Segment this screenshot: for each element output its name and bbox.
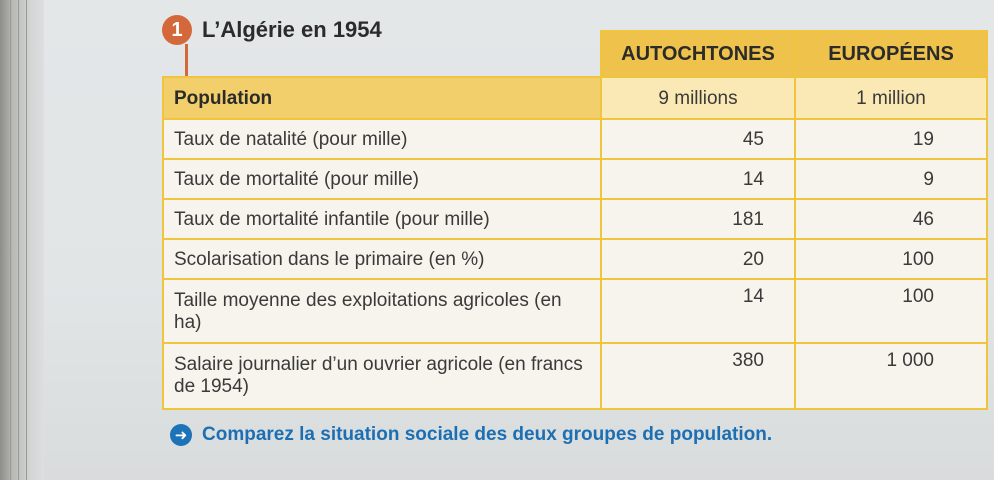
prompt-text: Comparez la situation sociale des deux g… [202, 424, 773, 445]
cell-europeens: 9 [794, 158, 988, 202]
table-row: Taux de natalité (pour mille) 45 19 [162, 118, 990, 162]
figure-title: L’Algérie en 1954 [202, 17, 382, 42]
row-label: Taux de natalité (pour mille) [162, 118, 602, 162]
table-row: Taux de mortalité (pour mille) 14 9 [162, 158, 990, 202]
table-row: Taille moyenne des exploitations agricol… [162, 278, 990, 346]
cell-autochtones: 380 [600, 342, 796, 410]
cell-europeens: 46 [794, 198, 988, 242]
table-row: Scolarisation dans le primaire (en %) 20… [162, 238, 990, 282]
header-europeens: EUROPÉENS [794, 30, 988, 78]
row-label: Taux de mortalité (pour mille) [162, 158, 602, 202]
row-label: Scolarisation dans le primaire (en %) [162, 238, 602, 282]
arrow-right-icon: ➜ [170, 424, 192, 446]
row-label: Salaire journalier d’un ouvrier agricole… [162, 342, 602, 410]
cell-autochtones: 45 [600, 118, 796, 162]
textbook-page: 1 L’Algérie en 1954 AUTOCHTONES EUROPÉEN… [44, 0, 994, 480]
figure-number-badge: 1 [162, 15, 192, 45]
cell-europeens: 100 [794, 278, 988, 346]
title-connector [185, 44, 188, 78]
table-row: Taux de mortalité infantile (pour mille)… [162, 198, 990, 242]
exercise-prompt: ➜ Comparez la situation sociale des deux… [170, 424, 772, 446]
cell-europeens: 1 000 [794, 342, 988, 410]
figure-title-block: 1 L’Algérie en 1954 [162, 12, 382, 48]
cell-autochtones: 181 [600, 198, 796, 242]
row-label: Taux de mortalité infantile (pour mille) [162, 198, 602, 242]
cell-autochtones: 14 [600, 278, 796, 346]
table-header-row: AUTOCHTONES EUROPÉENS [162, 30, 990, 78]
cell-europeens: 19 [794, 118, 988, 162]
cell-autochtones: 14 [600, 158, 796, 202]
header-spacer [162, 30, 600, 78]
header-autochtones: AUTOCHTONES [600, 30, 796, 78]
cell-autochtones: 20 [600, 238, 796, 282]
book-binding [0, 0, 44, 480]
table-row-population: Population 9 millions 1 million [162, 76, 990, 122]
row-label: Population [162, 76, 602, 122]
cell-europeens: 1 million [794, 76, 988, 122]
row-label: Taille moyenne des exploitations agricol… [162, 278, 602, 346]
table-row: Salaire journalier d’un ouvrier agricole… [162, 342, 990, 410]
cell-europeens: 100 [794, 238, 988, 282]
cell-autochtones: 9 millions [600, 76, 796, 122]
